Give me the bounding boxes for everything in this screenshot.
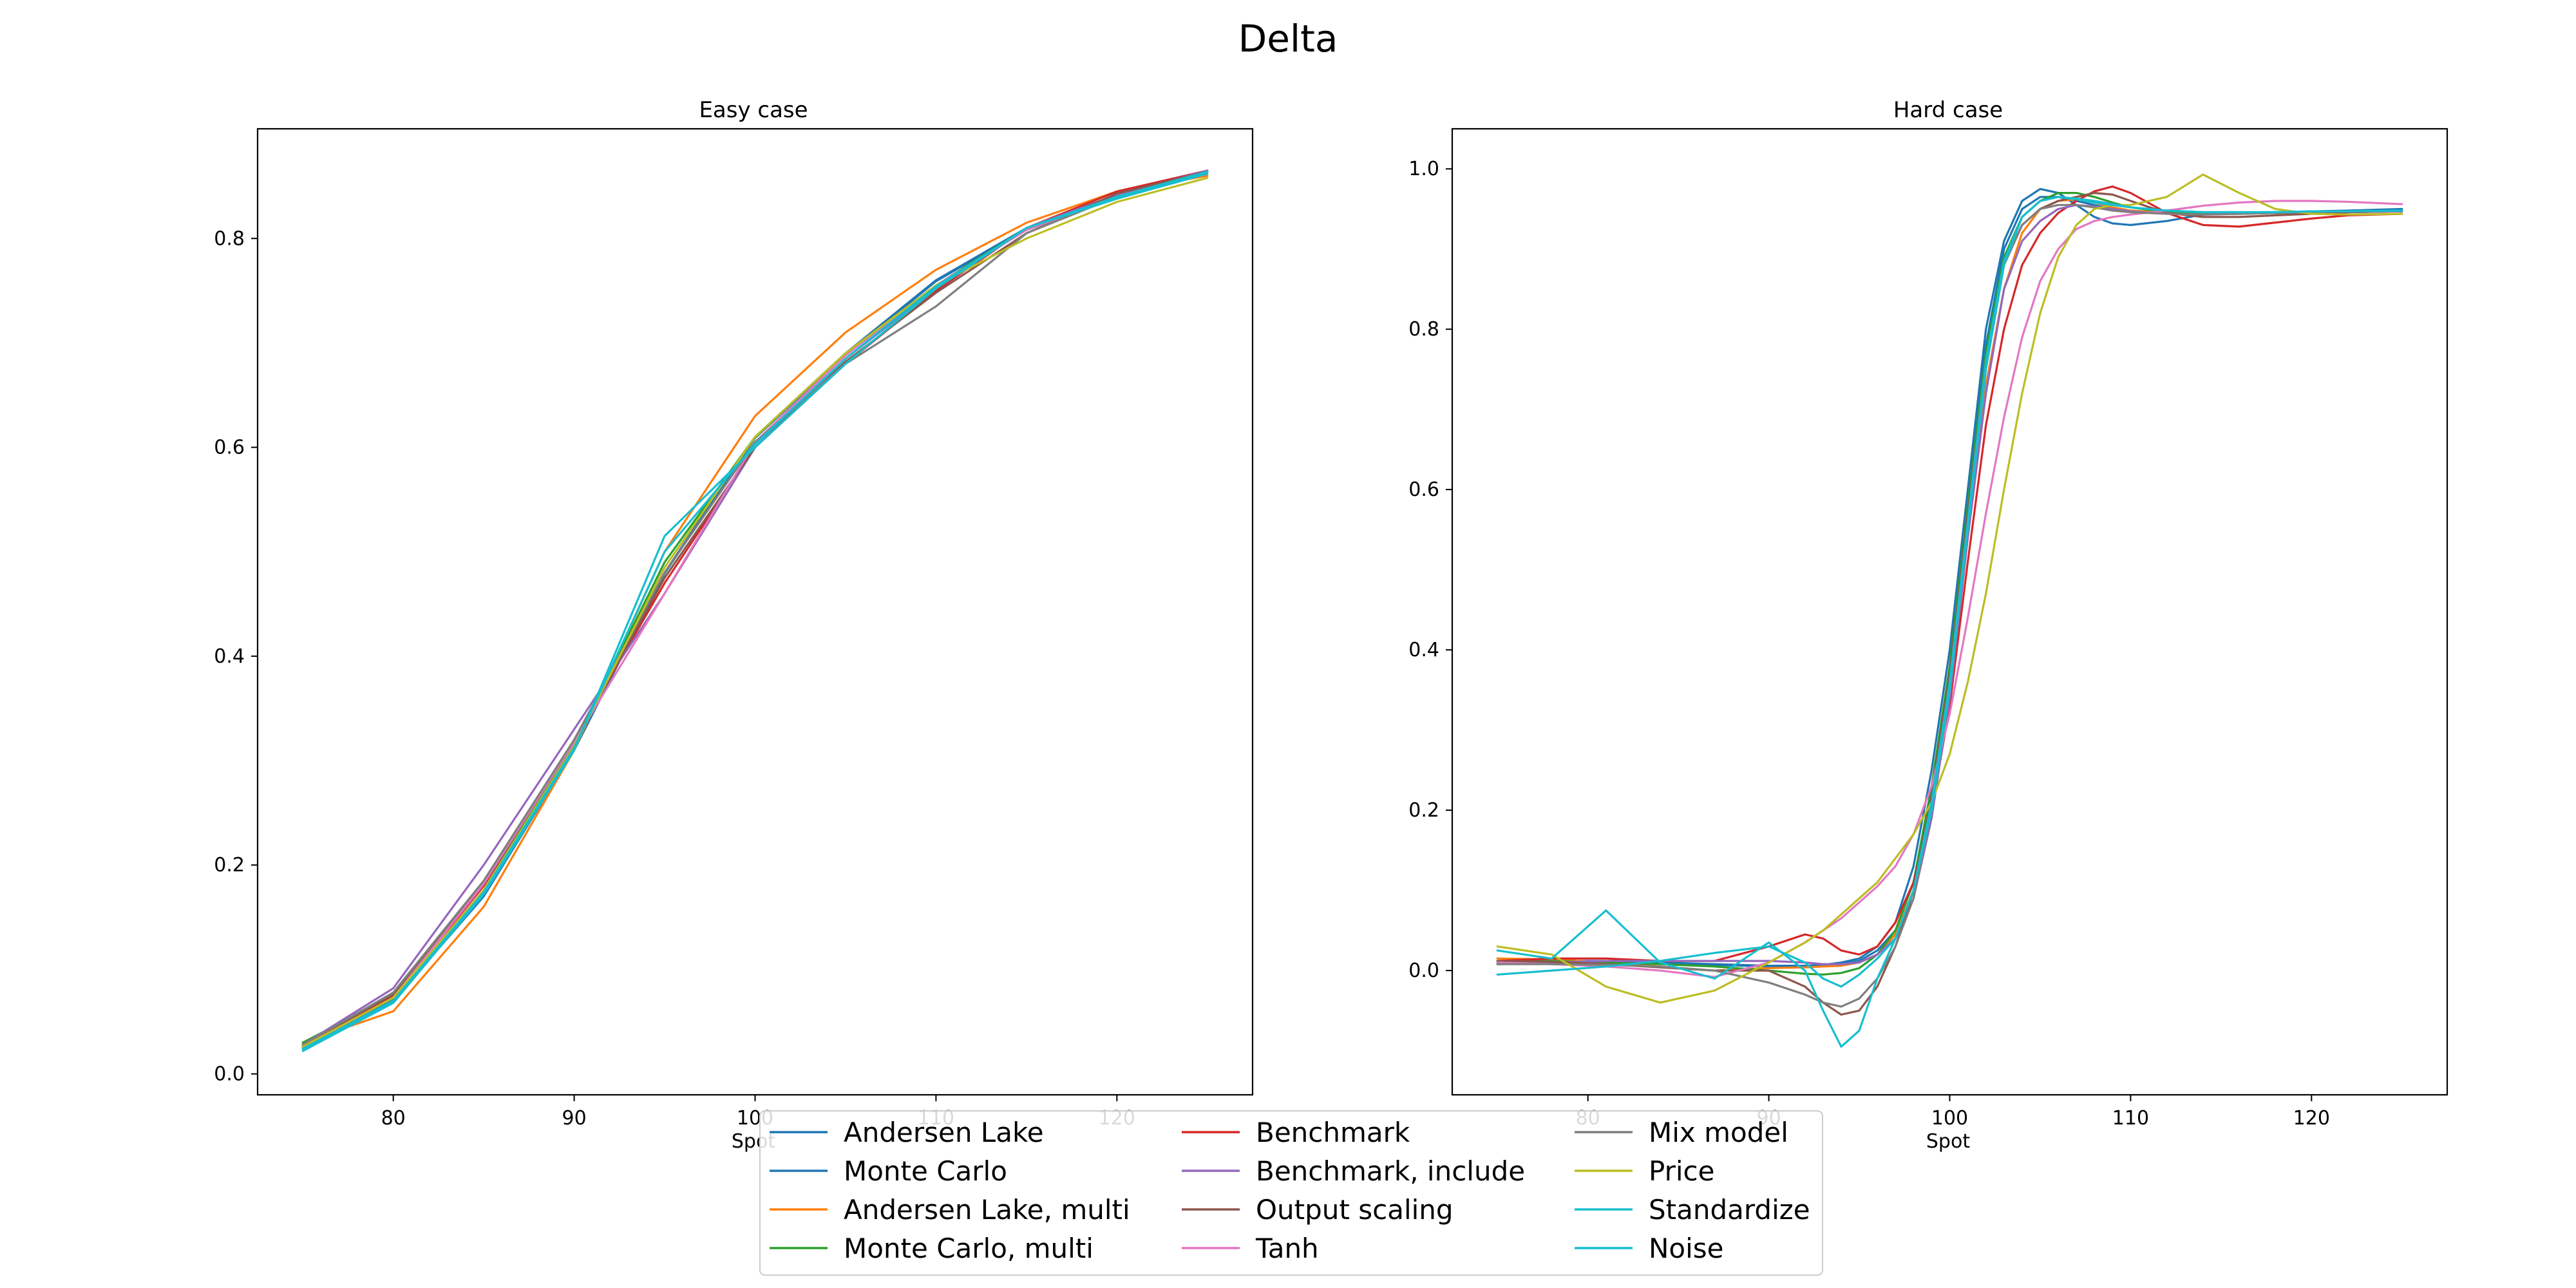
legend-label-monte-carlo: Monte Carlo — [844, 1155, 1007, 1187]
legend-label-andersen-lake-multi: Andersen Lake, multi — [844, 1194, 1130, 1226]
y-tick-label: 0.8 — [1408, 318, 1439, 341]
legend-label-benchmark: Benchmark — [1256, 1117, 1410, 1148]
y-tick-label: 0.8 — [214, 227, 245, 250]
y-tick-label: 0.2 — [214, 854, 245, 876]
series-line-noise — [301, 170, 1209, 1050]
y-tick-label: 0.6 — [1408, 478, 1439, 501]
legend-label-mix-model: Mix model — [1649, 1117, 1788, 1148]
x-tick-label: 120 — [2293, 1107, 2330, 1130]
legend-label-monte-carlo-multi: Monte Carlo, multi — [844, 1233, 1094, 1264]
x-tick-label: 90 — [562, 1107, 586, 1130]
figure-title: Delta — [1238, 17, 1338, 61]
series-lines — [1496, 173, 2403, 1048]
hard-case-title: Hard case — [1893, 97, 2003, 123]
legend-label-noise: Noise — [1649, 1233, 1724, 1264]
easy-case-panel: Easy case Spot 80901001101200.00.20.40.6… — [214, 97, 1254, 1153]
hard-case-xlabel: Spot — [1926, 1130, 1970, 1153]
legend-label-andersen-lake: Andersen Lake — [844, 1117, 1044, 1148]
hard-case-panel: Hard case Spot 80901001101200.00.20.40.6… — [1408, 97, 2448, 1153]
x-tick-label: 100 — [1931, 1107, 1968, 1130]
legend-label-benchmark-include: Benchmark, include — [1256, 1155, 1525, 1187]
legend: Andersen Lake Monte Carlo Andersen Lake, m… — [759, 1110, 1823, 1276]
series-line-andersen-lake-multi — [301, 175, 1209, 1044]
y-tick-label: 0.2 — [1408, 799, 1439, 822]
series-line-benchmark — [1496, 185, 2403, 962]
series-line-price — [301, 176, 1209, 1048]
legend-box — [759, 1110, 1823, 1276]
y-tick-label: 0.4 — [1408, 639, 1439, 661]
series-line-price — [1496, 173, 2403, 1004]
easy-case-title: Easy case — [699, 97, 808, 123]
y-tick-label: 0.0 — [1408, 960, 1439, 982]
y-tick-label: 1.0 — [1408, 158, 1439, 180]
y-tick-label: 0.4 — [214, 645, 245, 668]
legend-label-price: Price — [1649, 1155, 1714, 1187]
y-tick-label: 0.6 — [214, 437, 245, 459]
y-tick-label: 0.0 — [214, 1063, 245, 1086]
x-tick-label: 110 — [2112, 1107, 2149, 1130]
series-line-noise — [1496, 196, 2403, 988]
legend-label-tanh: Tanh — [1255, 1233, 1319, 1264]
series-lines — [301, 169, 1209, 1052]
legend-label-standardize: Standardize — [1649, 1194, 1810, 1226]
x-tick-label: 80 — [381, 1107, 406, 1130]
legend-label-output-scaling: Output scaling — [1256, 1194, 1454, 1226]
series-line-mix-model — [301, 173, 1209, 1046]
